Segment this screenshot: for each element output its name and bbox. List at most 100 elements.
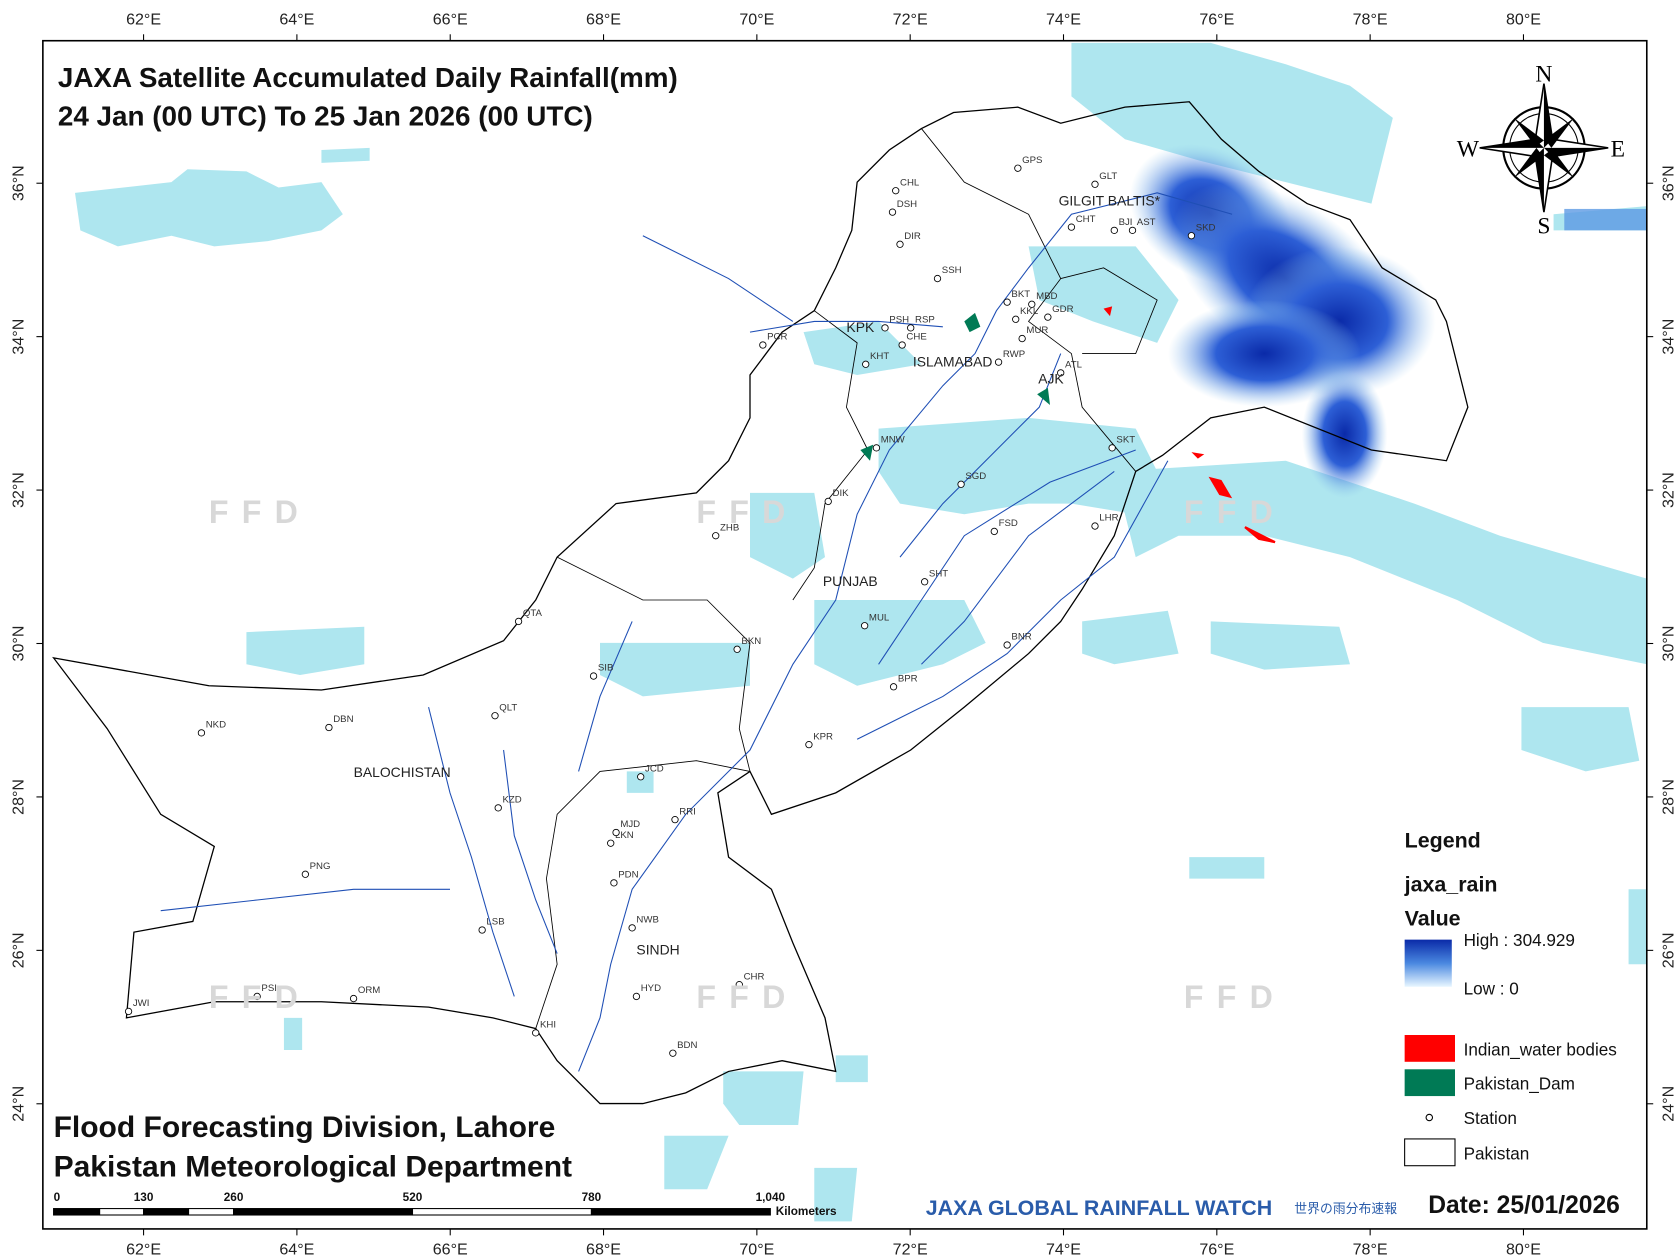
station: [1108, 444, 1116, 452]
region-label: AJK: [1038, 371, 1064, 387]
station-label: BJI: [1119, 217, 1133, 228]
station-label: RSP: [915, 315, 935, 326]
station: [124, 1007, 133, 1016]
lon-label: 80°E: [1506, 11, 1541, 29]
lon-label: 68°E: [586, 1241, 621, 1259]
station-label: PSI: [261, 983, 277, 994]
lon-label: 74°E: [1046, 11, 1081, 29]
station: [1044, 313, 1052, 321]
station: [990, 527, 998, 536]
rain-heavy: [1129, 144, 1647, 499]
graticule: 62°E 62°E 64°E 64°E 66°E 66°E 68°E 68°E 70°E 70°E…: [10, 11, 1678, 1259]
lat-label: 28°N: [10, 779, 28, 815]
scale-segment: [99, 1208, 145, 1216]
lon-label: 76°E: [1199, 1241, 1234, 1259]
station-label: DBN: [333, 714, 353, 725]
lat-label: 32°N: [10, 472, 28, 508]
station: [197, 729, 206, 737]
lon-label: 78°E: [1353, 11, 1388, 29]
lat-label: 24°N: [10, 1086, 28, 1122]
station-label: MNW: [881, 435, 906, 446]
station: [478, 926, 486, 934]
station-label: MJD: [620, 819, 640, 830]
station-label: DIR: [904, 231, 921, 242]
province-boundaries: [535, 128, 1158, 1029]
station-label: PSH: [889, 315, 909, 326]
regions: GILGIT BALTIS* KPK ISLAMABAD AJK PUNJAB BALOC…: [354, 193, 1161, 958]
scale-label: 260: [224, 1191, 244, 1204]
legend-layer: jaxa_rain: [1404, 872, 1498, 896]
station: [532, 1029, 540, 1037]
station-label: BDN: [677, 1040, 697, 1051]
station-label: MBD: [1036, 291, 1057, 302]
watermark: F F D: [209, 979, 300, 1015]
station: [805, 741, 813, 749]
station: [957, 480, 965, 488]
stations: GPS GLT CHL DSH CHT BJI AST SKD DIR SSH BKT MBD GDR P…: [124, 155, 1216, 1057]
water-bodies: [860, 306, 1276, 544]
scale-segment: [233, 1208, 414, 1216]
station: [349, 994, 358, 1003]
country-outline: [52, 101, 1469, 1105]
station: [1018, 334, 1026, 343]
scale-label: 1,040: [756, 1191, 786, 1204]
station-label: SGD: [965, 471, 986, 482]
scale-segment: [188, 1208, 235, 1216]
station: [1067, 223, 1076, 231]
lon-label: 72°E: [893, 1241, 928, 1259]
lon-label: 66°E: [433, 11, 468, 29]
station-label: CHR: [744, 971, 765, 982]
watermarks: F F D F F D F F D F F D F F D F F D: [209, 494, 1273, 1015]
station-label: GLT: [1099, 171, 1117, 182]
station-label: KZD: [502, 795, 521, 806]
title-line-2: 24 Jan (00 UTC) To 25 Jan 2026 (00 UTC): [58, 100, 593, 131]
legend-item: Station: [1464, 1108, 1517, 1128]
station-label: SSH: [942, 265, 962, 276]
lon-label: 80°E: [1506, 1241, 1541, 1259]
station: [491, 712, 499, 720]
station: [637, 773, 645, 781]
station: [861, 622, 869, 630]
station-label: NKD: [206, 720, 226, 731]
station: [1012, 315, 1020, 323]
station-label: LSB: [486, 917, 504, 928]
watermark: F F D: [696, 979, 787, 1015]
watermark: F F D: [209, 494, 300, 530]
legend-item: Indian_water bodies: [1464, 1039, 1617, 1059]
station: [1128, 226, 1137, 234]
legend-ramp: [1404, 939, 1452, 987]
region-label: GILGIT BALTIS*: [1059, 193, 1161, 209]
station: [907, 324, 915, 332]
station: [610, 879, 618, 887]
lat-label: 24°N: [1660, 1086, 1678, 1122]
station: [325, 723, 333, 732]
station: [872, 444, 881, 452]
org-line-1: Flood Forecasting Division, Lahore: [54, 1111, 556, 1144]
station-label: QLT: [499, 702, 517, 713]
station-label: BKN: [741, 636, 761, 647]
station: [612, 828, 620, 837]
station: [892, 187, 900, 195]
scale-segment: [143, 1208, 190, 1216]
station: [1091, 180, 1099, 188]
station: [759, 341, 767, 349]
station-label: CHT: [1076, 214, 1096, 225]
lon-label: 76°E: [1199, 11, 1234, 29]
station: [862, 360, 870, 368]
region-label: ISLAMABAD: [913, 353, 993, 369]
station: [628, 924, 636, 932]
station: [889, 683, 898, 691]
lat-label: 34°N: [10, 319, 28, 355]
compass-w: W: [1457, 136, 1480, 162]
scale-label: 0: [54, 1191, 61, 1204]
scale-segment: [590, 1208, 771, 1216]
lon-label: 64°E: [279, 1241, 314, 1259]
station-label: BKT: [1011, 289, 1030, 300]
lat-label: 26°N: [1660, 932, 1678, 968]
station: [1014, 164, 1022, 172]
station-label: JWI: [133, 998, 150, 1009]
station-label: ATL: [1065, 360, 1083, 371]
lat-label: 30°N: [10, 626, 28, 662]
